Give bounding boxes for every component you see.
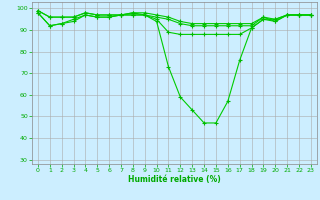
X-axis label: Humidité relative (%): Humidité relative (%) [128,175,221,184]
